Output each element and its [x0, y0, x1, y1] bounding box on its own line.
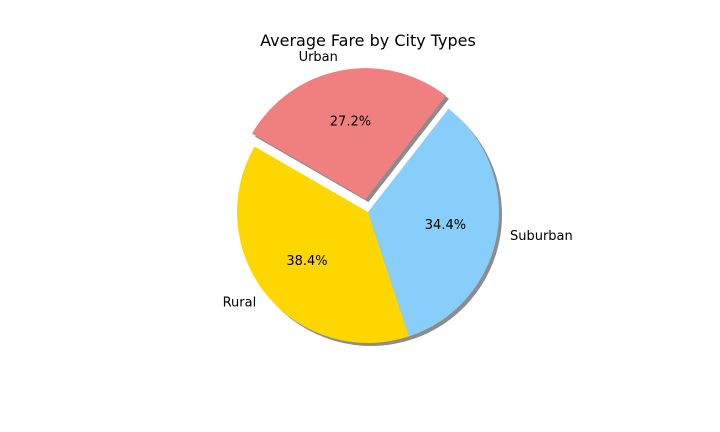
- pie-labels: Rural 38.4% Suburban 34.4% Urban 27.2%: [223, 50, 573, 310]
- slice-label-rural: Rural: [223, 295, 257, 310]
- pie-slices: [237, 68, 499, 343]
- slice-label-urban: Urban: [299, 50, 338, 65]
- slice-percent-suburban: 34.4%: [425, 218, 466, 233]
- slice-rural: [237, 146, 410, 343]
- slice-percent-urban: 27.2%: [330, 114, 371, 129]
- slice-label-suburban: Suburban: [510, 229, 573, 244]
- slice-percent-rural: 38.4%: [286, 254, 327, 269]
- slice-urban: [252, 68, 446, 200]
- chart-title: Average Fare by City Types: [260, 31, 476, 50]
- slice-suburban: [368, 108, 499, 337]
